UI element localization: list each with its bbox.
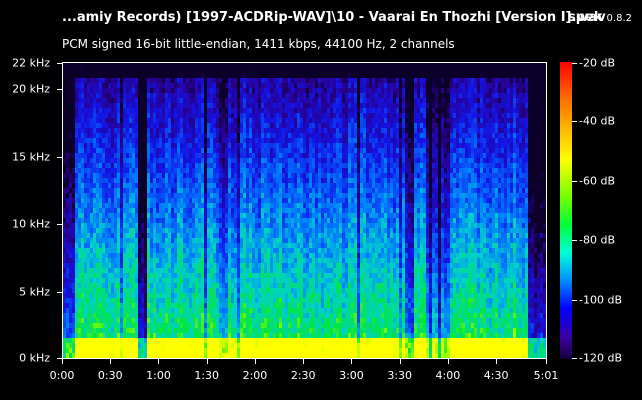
- time-tick-label: 3:30: [387, 369, 413, 382]
- time-tick: [303, 359, 304, 364]
- spectrogram-texture: [63, 63, 546, 358]
- time-tick: [546, 359, 547, 364]
- time-tick: [496, 359, 497, 364]
- level-tick-label: -80 dB: [579, 233, 615, 247]
- level-tick: [572, 300, 577, 301]
- level-tick-label: -20 dB: [579, 56, 615, 70]
- time-tick-label: 4:00: [435, 369, 461, 382]
- time-tick-label: 1:00: [146, 369, 171, 382]
- level-tick-label: -60 dB: [579, 174, 615, 188]
- frequency-tick: [57, 224, 62, 225]
- time-tick-label: 4:30: [483, 369, 509, 382]
- frequency-tick-label: 22 kHz: [12, 56, 50, 70]
- frequency-tick-label: 10 kHz: [12, 217, 50, 231]
- level-tick: [572, 121, 577, 122]
- frequency-tick: [57, 63, 62, 64]
- time-tick-label: 1:30: [194, 369, 220, 382]
- file-title: ...amiy Records) [1997-ACDRip-WAV]\10 - …: [62, 10, 606, 25]
- time-tick-label: 2:00: [242, 369, 268, 382]
- level-tick: [572, 63, 577, 64]
- app-name-label: spek: [568, 10, 603, 25]
- level-color-scale: [560, 62, 572, 359]
- level-tick: [572, 358, 577, 359]
- frequency-tick: [57, 157, 62, 158]
- time-tick: [255, 359, 256, 364]
- file-info: PCM signed 16-bit little-endian, 1411 kb…: [62, 37, 455, 51]
- spectrogram-plot: [62, 62, 547, 359]
- time-tick: [207, 359, 208, 364]
- time-tick-label: 0:00: [49, 369, 75, 382]
- time-tick-label: 0:30: [97, 369, 123, 382]
- level-tick-label: -40 dB: [579, 114, 615, 128]
- frequency-tick-label: 15 kHz: [12, 150, 50, 163]
- app-version: 0.8.2: [606, 13, 632, 24]
- level-tick-label: -100 dB: [579, 293, 622, 307]
- time-tick-label: 2:30: [290, 369, 316, 382]
- app-name: spek 0.8.2: [568, 10, 632, 25]
- frequency-tick: [57, 292, 62, 293]
- level-tick: [572, 240, 577, 241]
- time-tick: [448, 359, 449, 364]
- level-tick-label: -120 dB: [579, 351, 622, 365]
- time-tick-label: 5:01: [533, 369, 559, 382]
- frequency-tick: [57, 358, 62, 359]
- frequency-tick-label: 5 kHz: [19, 285, 50, 298]
- time-tick: [400, 359, 401, 364]
- frequency-tick: [57, 89, 62, 90]
- time-tick: [351, 359, 352, 364]
- time-tick: [62, 359, 63, 364]
- level-tick: [572, 181, 577, 182]
- time-tick-label: 3:00: [339, 369, 364, 382]
- frequency-tick-label: 0 kHz: [19, 351, 50, 365]
- time-tick: [158, 359, 159, 364]
- spectrogram-image: [63, 63, 546, 358]
- time-tick: [110, 359, 111, 364]
- frequency-tick-label: 20 kHz: [12, 82, 50, 96]
